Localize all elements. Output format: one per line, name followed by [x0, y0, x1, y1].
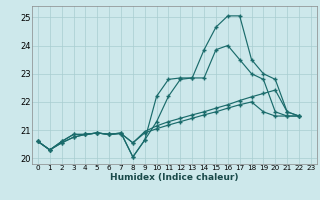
X-axis label: Humidex (Indice chaleur): Humidex (Indice chaleur)	[110, 173, 239, 182]
